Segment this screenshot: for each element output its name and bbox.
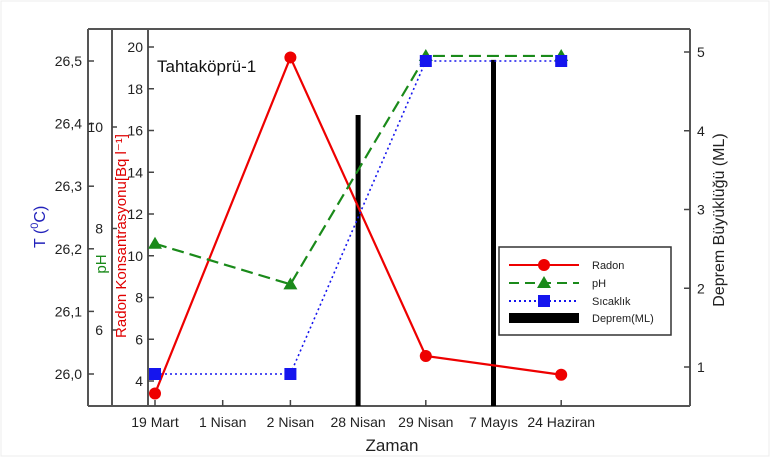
ph-tick-label: 6 [95, 322, 103, 338]
temperature-marker [419, 55, 432, 67]
x-tick-label: 2 Nisan [267, 414, 314, 430]
radon-tick-label: 20 [127, 39, 143, 55]
legend-label: Deprem(ML) [592, 313, 654, 325]
earthquake-bar [491, 59, 496, 406]
temperature-tick-label: 26,4 [55, 116, 82, 132]
temperature-axis-label: T (0C) [29, 206, 49, 248]
temperature-tick-label: 26,5 [55, 53, 82, 69]
radon-axis-label: Radon Konsantrasyonu[Bq l⁻¹] [113, 134, 130, 338]
ph-axis-label: pH [93, 254, 110, 273]
legend-label: Sıcaklık [592, 296, 631, 308]
ph-tick-label: 10 [87, 119, 103, 135]
x-tick-label: 1 Nisan [199, 414, 246, 430]
plot-frame [87, 28, 691, 407]
legend-label: pH [592, 278, 606, 290]
series-markers [148, 48, 569, 400]
radon-marker [149, 387, 161, 400]
legend: Radon pH Sıcaklık Deprem(ML) [498, 246, 672, 336]
x-tick-label: 7 Mayıs [469, 414, 518, 430]
legend-radon-marker [538, 259, 550, 271]
ph-tick-label: 8 [95, 221, 103, 237]
sıcaklık-line [155, 60, 562, 375]
x-tick-label: 19 Mart [131, 414, 179, 430]
temperature-tick-label: 26,1 [55, 303, 82, 319]
temperature-marker [149, 368, 161, 380]
legend-ph-marker [537, 276, 551, 288]
x-tick-label: 24 Haziran [527, 414, 595, 430]
earthquake-tick-label: 5 [697, 44, 705, 60]
temperature-marker [555, 55, 568, 67]
earthquake-tick-label: 1 [697, 359, 705, 375]
x-tick-label: 28 Nisan [330, 414, 385, 430]
chart-title: Tahtaköprü-1 [157, 57, 256, 76]
temperature-marker [284, 368, 297, 380]
radon-tick-label: 10 [127, 248, 143, 264]
radon-tick-label: 16 [127, 123, 143, 139]
radon-marker [555, 368, 568, 381]
radon-marker [284, 51, 297, 64]
radon-tick-label: 4 [135, 373, 143, 389]
ph-marker [148, 236, 162, 249]
radon-tick-label: 8 [135, 290, 143, 306]
axes: 26,0 26,1 26,2 26,3 26,4 26,5 T (0C) 6 8 10 pH 4 6 8 1… [29, 39, 728, 455]
ph-marker [283, 277, 298, 290]
radon-tick-label: 12 [127, 206, 143, 222]
x-axis-label: Zaman [366, 436, 419, 455]
temperature-tick-label: 26,2 [55, 241, 82, 257]
earthquake-bars [355, 59, 496, 406]
legend-swatch-earthquake [509, 313, 579, 323]
temperature-tick-label: 26,3 [55, 178, 82, 194]
legend-temperature-marker [538, 295, 550, 307]
earthquake-tick-label: 2 [697, 280, 705, 296]
legend-label: Radon [592, 260, 624, 272]
temperature-tick-label: 26,0 [55, 366, 82, 382]
earthquake-tick-label: 3 [697, 202, 705, 218]
ph-line [154, 54, 562, 286]
earthquake-bar [355, 115, 361, 406]
earthquake-tick-label: 4 [697, 123, 705, 139]
radon-tick-label: 14 [127, 164, 143, 180]
radon-marker [419, 349, 432, 362]
earthquake-axis-label: Deprem Büyüklüğü (ML) [711, 133, 728, 306]
radon-tick-label: 18 [127, 81, 143, 97]
series-lines [153, 54, 562, 394]
radon-line [153, 54, 562, 394]
radon-tick-label: 6 [135, 331, 143, 347]
x-tick-label: 29 Nisan [398, 414, 453, 430]
